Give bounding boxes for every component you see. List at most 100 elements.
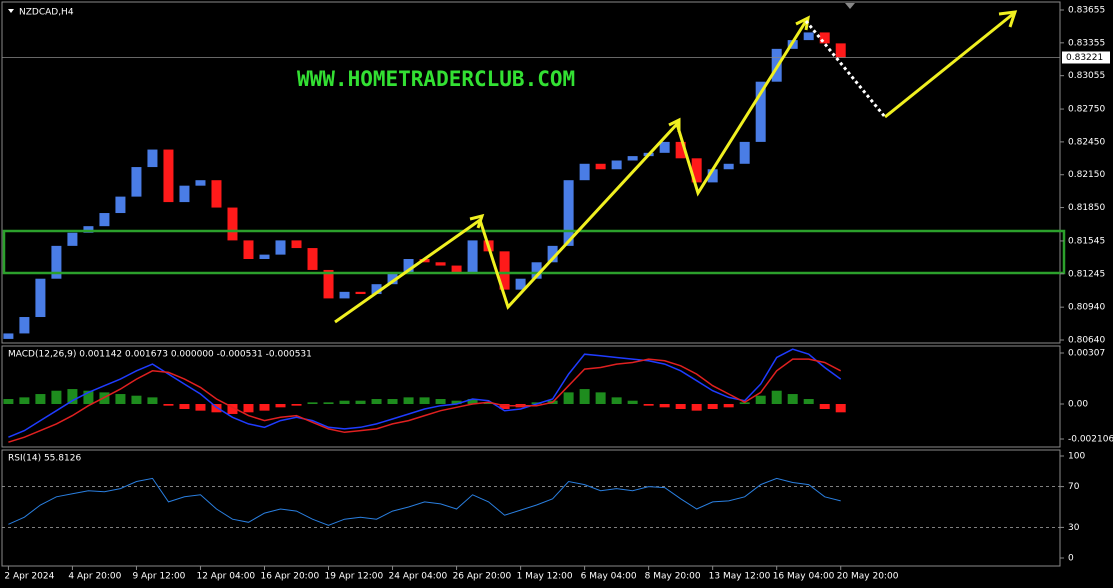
- candle: [723, 163, 734, 170]
- candle: [707, 169, 718, 183]
- macd-histogram-bar: [435, 399, 446, 405]
- macd-histogram-bar: [835, 404, 846, 413]
- candle: [579, 163, 590, 181]
- wave-arrowheads: [469, 15, 810, 229]
- candle: [3, 333, 14, 339]
- y-tick-label: 70: [1068, 482, 1080, 492]
- candle: [595, 163, 606, 170]
- candle: [211, 180, 222, 208]
- x-tick-label: 1 May 12:00: [517, 572, 573, 582]
- macd-histogram-bar: [67, 389, 78, 405]
- x-tick-label: 13 May 12:00: [709, 572, 771, 582]
- macd-histogram-bar: [259, 404, 270, 411]
- y-tick-label: 0.83655: [1068, 6, 1105, 16]
- macd-histogram-bar: [771, 390, 782, 405]
- macd-histogram-bar: [275, 404, 286, 408]
- macd-histogram-bar: [291, 404, 302, 406]
- macd-histogram-bar: [739, 402, 750, 405]
- macd-histogram-bar: [723, 404, 734, 408]
- macd-histogram-bar: [499, 404, 510, 409]
- macd-histogram-bar: [707, 404, 718, 409]
- candle: [739, 141, 750, 164]
- candle: [451, 265, 462, 274]
- macd-histogram-bar: [339, 400, 350, 405]
- macd-histogram-bar: [35, 394, 46, 405]
- macd-histogram-bar: [803, 399, 814, 405]
- macd-histogram-bar: [579, 389, 590, 405]
- macd-histogram-bar: [755, 395, 766, 405]
- candle: [259, 254, 270, 260]
- x-tick-label: 20 May 20:00: [837, 572, 899, 582]
- x-tick-label: 12 Apr 04:00: [196, 572, 255, 582]
- candle: [323, 269, 334, 299]
- macd-histogram-bar: [419, 397, 430, 405]
- macd-macd-line: [8, 348, 842, 438]
- macd-histogram-bar: [355, 400, 366, 405]
- x-tick-label: 19 Apr 12:00: [325, 572, 384, 582]
- x-tick-label: 4 Apr 20:00: [68, 572, 121, 582]
- x-tick-label: 24 Apr 04:00: [389, 572, 448, 582]
- macd-histogram-bar: [403, 397, 414, 405]
- candle: [435, 262, 446, 266]
- candle: [19, 317, 30, 334]
- candle: [131, 167, 142, 197]
- macd-histogram-bar: [659, 404, 670, 408]
- y-tick-label: 30: [1068, 523, 1080, 533]
- y-tick-label: -0.002106: [1068, 435, 1113, 445]
- candle: [147, 149, 158, 168]
- macd-histogram-bar: [643, 404, 654, 406]
- candle: [35, 278, 46, 318]
- macd-histogram-bar: [179, 404, 190, 409]
- candle: [371, 284, 382, 295]
- candle: [339, 291, 350, 299]
- x-tick-label: 16 Apr 20:00: [260, 572, 319, 582]
- macd-histogram-bar: [563, 392, 574, 405]
- candle: [387, 273, 398, 285]
- x-tick-label: 9 Apr 12:00: [132, 572, 185, 582]
- candle: [467, 240, 478, 274]
- y-tick-label: 0.80940: [1068, 303, 1105, 313]
- candle: [227, 207, 238, 241]
- candle: [531, 262, 542, 279]
- current-price-box: [1062, 51, 1110, 64]
- macd-histogram-bar: [115, 394, 126, 405]
- candle: [99, 213, 110, 227]
- candle: [275, 240, 286, 255]
- candle: [755, 81, 766, 142]
- candle: [115, 196, 126, 214]
- macd-histogram-bar: [595, 392, 606, 405]
- candle: [835, 43, 846, 58]
- macd-histogram-bar: [483, 402, 494, 405]
- candle: [547, 245, 558, 263]
- macd-histogram-bar: [147, 397, 158, 405]
- menu-triangle[interactable]: [8, 9, 14, 13]
- candle: [611, 160, 622, 170]
- candle: [243, 240, 254, 260]
- x-tick-label: 6 May 04:00: [581, 572, 637, 582]
- x-tick-label: 16 May 04:00: [773, 572, 835, 582]
- candle: [499, 251, 510, 290]
- macd-title: MACD(12,26,9) 0.001142 0.001673 0.000000…: [8, 350, 312, 360]
- macd-histogram-bar: [307, 402, 318, 405]
- candle: [163, 149, 174, 203]
- macd-histogram-bar: [531, 402, 542, 405]
- macd-histogram-bar: [243, 404, 254, 413]
- y-tick-label: 0.80640: [1068, 336, 1105, 346]
- x-tick-label: 26 Apr 20:00: [453, 572, 512, 582]
- candle: [819, 32, 830, 44]
- wave-path: [334, 20, 808, 324]
- candle: [659, 141, 670, 153]
- y-tick-label: 0.81245: [1068, 269, 1105, 279]
- macd-histogram-bar: [227, 404, 238, 414]
- symbol-title: NZDCAD,H4: [19, 8, 74, 18]
- y-tick-label: 100: [1068, 452, 1085, 462]
- candle: [675, 141, 686, 159]
- candle: [563, 180, 574, 246]
- y-tick-label: 0.00: [1068, 400, 1088, 410]
- y-tick-label: 0.82450: [1068, 137, 1105, 147]
- current-price-label: 0.83221: [1066, 53, 1103, 63]
- y-tick-label: 0.00307: [1068, 349, 1105, 359]
- macd-histogram-bar: [371, 399, 382, 405]
- candle: [355, 291, 366, 295]
- macd-histogram-bar: [675, 404, 686, 409]
